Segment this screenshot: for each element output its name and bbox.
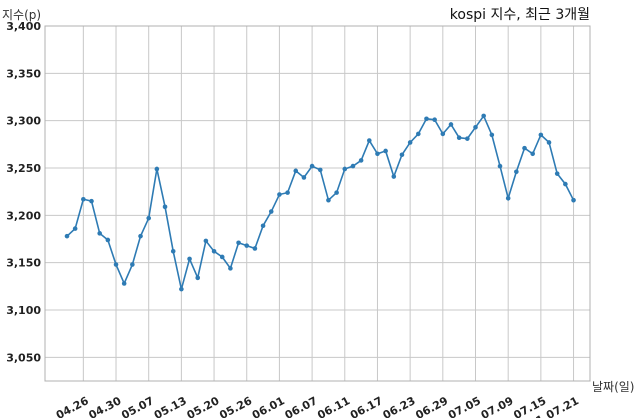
data-point [489, 132, 495, 138]
x-axis-label: 날짜(일) [592, 380, 634, 394]
data-point [277, 192, 282, 197]
data-point [309, 163, 315, 169]
data-point [391, 174, 397, 179]
data-point [326, 197, 331, 203]
grid [45, 25, 590, 381]
data-point [285, 190, 290, 195]
data-point [146, 215, 151, 221]
data-point [334, 190, 339, 195]
data-point [358, 158, 364, 163]
data-point [72, 226, 78, 231]
data-point [179, 286, 184, 292]
data-point [432, 117, 437, 123]
data-point [505, 195, 511, 201]
data-point [383, 148, 388, 154]
x-tick-label: 05.26 [217, 394, 254, 418]
x-tick-label: 06.01 [250, 394, 287, 418]
data-point [366, 138, 372, 143]
data-point [563, 181, 568, 187]
data-point [571, 197, 576, 203]
y-axis-ticks: 3,050 3,100 3,150 3,200 3,250 3,300 3,350 3,400 [6, 20, 41, 364]
data-point [530, 151, 535, 157]
data-point [244, 243, 250, 248]
x-tick-label: 05.20 [185, 394, 222, 418]
data-point [236, 240, 241, 246]
data-point [170, 249, 176, 254]
data-point [195, 275, 201, 281]
data-point [260, 223, 266, 229]
x-tick-label: 05.13 [152, 394, 189, 418]
data-point [252, 246, 258, 251]
y-tick-label: 3,300 [6, 115, 41, 128]
data-point [546, 140, 552, 145]
data-point [203, 238, 209, 244]
data-point [97, 231, 102, 236]
data-point [130, 262, 135, 267]
data-points [64, 113, 576, 292]
data-point [293, 168, 299, 174]
data-point [473, 124, 478, 130]
data-point [481, 113, 486, 119]
data-point [522, 145, 527, 151]
data-point [448, 122, 454, 127]
y-tick-label: 3,200 [6, 209, 41, 222]
x-tick-label: 06.11 [315, 394, 352, 418]
data-point [121, 281, 127, 286]
y-tick-label: 3,350 [6, 67, 41, 80]
y-tick-label: 3,050 [6, 351, 41, 364]
data-point [154, 166, 160, 172]
data-point [105, 237, 111, 243]
data-point [301, 175, 307, 180]
data-point [211, 249, 217, 254]
x-tick-label: 05.07 [119, 394, 156, 418]
data-point [416, 131, 421, 137]
data-point [497, 163, 503, 169]
y-axis-label: 지수(p) [2, 8, 41, 22]
data-point [317, 167, 323, 173]
data-point [162, 204, 168, 210]
y-tick-label: 3,250 [6, 162, 41, 175]
data-point [456, 135, 462, 141]
x-tick-label: 06.23 [381, 394, 418, 418]
y-tick-label: 3,100 [6, 304, 41, 317]
data-point [89, 198, 94, 204]
x-tick-label: 07.05 [446, 394, 483, 418]
data-point [514, 169, 519, 175]
x-tick-label: 04.30 [87, 394, 124, 418]
x-tick-label: 06.17 [348, 394, 385, 418]
y-tick-label: 3,400 [6, 20, 41, 33]
series-line [66, 114, 575, 290]
x-tick-label: 07.09 [479, 394, 516, 418]
data-point [64, 233, 70, 239]
data-point [138, 233, 143, 239]
x-tick-label: 06.29 [413, 394, 450, 418]
data-point [219, 254, 225, 260]
data-point [407, 140, 413, 145]
data-point [268, 209, 274, 214]
data-point [465, 136, 470, 141]
plot-frame [44, 25, 591, 382]
chart-title: kospi 지수, 최근 3개월 [450, 7, 590, 23]
data-point [350, 163, 356, 169]
x-tick-label: 06.07 [283, 394, 320, 418]
data-point [554, 171, 560, 176]
data-point [375, 151, 380, 157]
data-point [342, 166, 348, 172]
x-tick-label: 04.26 [54, 394, 91, 418]
data-point [113, 262, 119, 267]
x-axis-ticks: 04.2604.3005.0705.1305.2005.2606.0106.07… [54, 394, 581, 418]
data-point [228, 266, 233, 271]
y-tick-label: 3,150 [6, 257, 41, 270]
data-point [424, 116, 429, 122]
data-point [187, 256, 192, 262]
data-point [399, 152, 405, 158]
data-point [440, 131, 446, 137]
data-point [538, 132, 544, 138]
data-point [81, 196, 86, 202]
